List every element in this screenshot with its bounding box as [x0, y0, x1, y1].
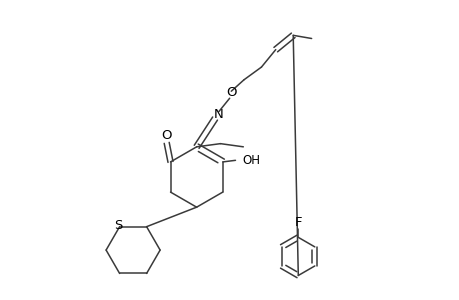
Text: N: N [213, 108, 223, 121]
Text: S: S [114, 219, 122, 232]
Text: O: O [161, 129, 172, 142]
Text: O: O [226, 86, 236, 99]
Text: OH: OH [242, 154, 260, 167]
Text: F: F [294, 216, 302, 229]
